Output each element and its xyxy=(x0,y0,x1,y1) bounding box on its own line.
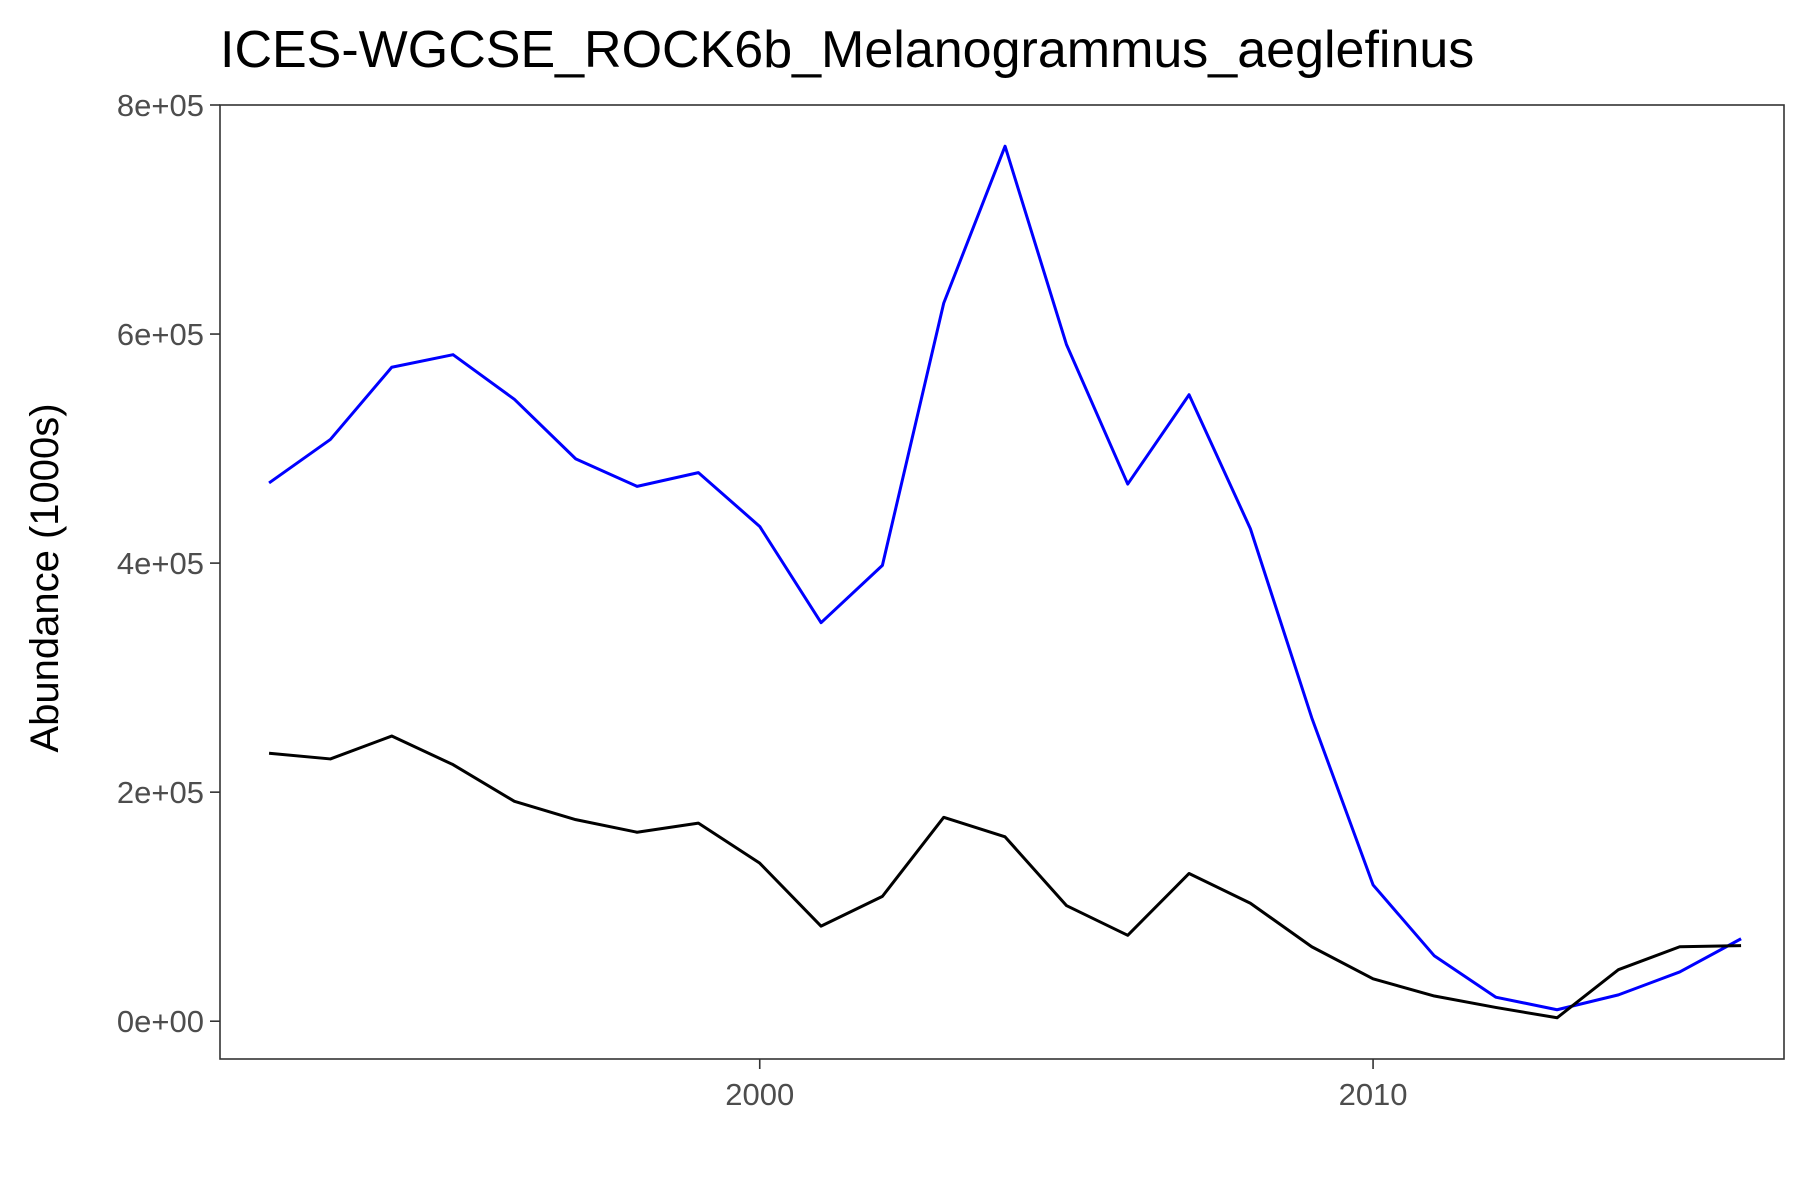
y-tick-label: 2e+05 xyxy=(117,775,204,810)
y-tick-label: 8e+05 xyxy=(117,88,204,123)
series-line-2 xyxy=(268,734,1742,1020)
y-tick-label: 0e+00 xyxy=(117,1004,204,1039)
y-tick-label: 4e+05 xyxy=(117,546,204,581)
plot-panel xyxy=(219,104,1785,1060)
x-tick-label: 2010 xyxy=(1339,1077,1408,1112)
y-axis-label: Abundance (1000s) xyxy=(23,403,67,752)
y-tick-label: 6e+05 xyxy=(117,317,204,352)
y-axis: 0e+00 2e+05 4e+05 6e+05 8e+05 xyxy=(117,88,220,1039)
x-tick-label: 2000 xyxy=(725,1077,794,1112)
chart-title: ICES-WGCSE_ROCK6b_Melanogrammus_aeglefin… xyxy=(220,21,1474,79)
series-line-1 xyxy=(268,144,1742,1012)
series-layer xyxy=(268,144,1742,1020)
x-axis: 2000 2010 xyxy=(725,1059,1408,1112)
